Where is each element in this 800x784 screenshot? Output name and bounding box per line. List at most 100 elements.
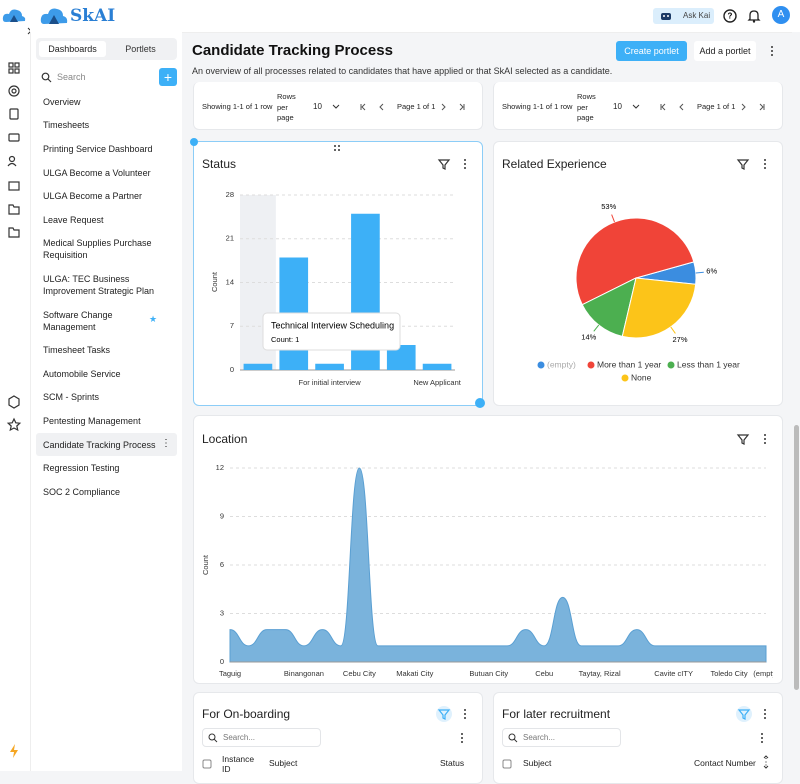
y-tick-label: 3 bbox=[220, 608, 224, 617]
row-checkbox[interactable] bbox=[202, 759, 212, 769]
drag-handle bbox=[338, 145, 340, 147]
sidebar-item[interactable]: Medical Supplies Purchase Requisition bbox=[43, 238, 152, 261]
pager-button[interactable] bbox=[741, 103, 746, 111]
rows-select[interactable]: 10 bbox=[613, 102, 622, 111]
menu-dot bbox=[764, 163, 766, 165]
item-menu[interactable]: ⋮ bbox=[161, 437, 171, 449]
row-checkbox[interactable] bbox=[502, 759, 512, 769]
sidebar-item[interactable]: Printing Service Dashboard bbox=[43, 143, 153, 154]
menu-dot bbox=[764, 442, 766, 444]
notification-icon[interactable] bbox=[746, 8, 762, 24]
sidebar-search[interactable]: Search bbox=[57, 72, 86, 82]
drag-handle bbox=[334, 149, 336, 151]
y-axis-label: Count bbox=[210, 271, 219, 292]
pager-page: Page 1 of 1 bbox=[397, 102, 436, 111]
pager-button[interactable] bbox=[459, 103, 465, 111]
sidebar-item[interactable]: ULGA Become a Volunteer bbox=[43, 167, 151, 178]
sidebar-item[interactable]: Pentesting Management bbox=[43, 415, 141, 426]
filter-icon[interactable] bbox=[736, 159, 750, 170]
chart-title: Status bbox=[202, 157, 237, 171]
menu-dot bbox=[464, 163, 466, 165]
x-tick-label: For initial interview bbox=[299, 378, 362, 387]
bar[interactable] bbox=[315, 363, 344, 370]
y-tick-label: 6 bbox=[220, 560, 224, 569]
x-tick-label: New Applicant bbox=[413, 378, 461, 387]
x-tick-label: Cebu bbox=[535, 669, 553, 678]
label-leader bbox=[611, 214, 615, 223]
menu-dot bbox=[464, 159, 466, 161]
sidebar bbox=[31, 32, 182, 771]
menu-dot bbox=[764, 167, 766, 169]
favorite-star[interactable]: ★ bbox=[149, 313, 158, 324]
menu-dot bbox=[461, 741, 463, 743]
tab[interactable]: Portlets bbox=[125, 44, 156, 54]
tab[interactable]: Dashboards bbox=[39, 41, 106, 57]
sidebar-item[interactable]: Leave Request bbox=[43, 214, 104, 225]
resize-handle[interactable] bbox=[190, 138, 198, 146]
sidebar-item[interactable]: Automobile Service bbox=[43, 368, 121, 379]
table-search[interactable]: Search... bbox=[502, 728, 621, 747]
filter-icon[interactable] bbox=[736, 434, 750, 445]
pager-rows-label: Rows per page bbox=[277, 92, 296, 122]
sidebar-item[interactable]: Overview bbox=[43, 96, 81, 107]
scroll-thumb[interactable] bbox=[794, 425, 799, 690]
sort-icon bbox=[763, 755, 769, 769]
sidebar-item[interactable]: ULGA Become a Partner bbox=[43, 191, 143, 202]
sidebar-item[interactable]: ULGA: TEC Business Improvement Strategic… bbox=[43, 273, 155, 296]
help-icon[interactable]: ? bbox=[722, 8, 738, 24]
filter-icon[interactable] bbox=[737, 709, 751, 720]
pager-button[interactable] bbox=[759, 103, 765, 111]
x-tick-label: Taytay, Rizal bbox=[579, 669, 621, 678]
add-portlet-button[interactable]: Add a portlet bbox=[694, 41, 756, 61]
pager-button[interactable] bbox=[679, 103, 684, 111]
y-tick-label: 28 bbox=[226, 190, 234, 199]
more-icon[interactable] bbox=[768, 44, 776, 58]
ask-kai-label: Ask Kai bbox=[683, 11, 711, 20]
sidebar-item[interactable]: SCM - Sprints bbox=[43, 392, 100, 403]
rows-select[interactable]: 10 bbox=[313, 102, 322, 111]
pager-button[interactable] bbox=[360, 103, 366, 111]
menu-dot bbox=[764, 159, 766, 161]
search-icon bbox=[41, 72, 52, 83]
sidebar-item[interactable]: SOC 2 Compliance bbox=[43, 486, 121, 497]
x-tick-label: (empty) bbox=[753, 669, 779, 678]
bar[interactable] bbox=[422, 363, 452, 370]
pager-button[interactable] bbox=[660, 103, 666, 111]
menu-dots[interactable]: ⋮ bbox=[762, 756, 771, 766]
legend-label[interactable]: None bbox=[631, 372, 652, 382]
filter-icon[interactable] bbox=[437, 709, 451, 720]
label-leader bbox=[695, 271, 704, 274]
x-tick-label: Cebu City bbox=[343, 669, 376, 678]
pager-button[interactable] bbox=[379, 103, 384, 111]
sidebar-item[interactable]: Timesheets bbox=[43, 120, 90, 131]
table-search[interactable]: Search... bbox=[202, 728, 321, 747]
filter-icon[interactable] bbox=[437, 159, 451, 170]
pie-slice[interactable] bbox=[575, 217, 695, 306]
page-title: Candidate Tracking Process bbox=[192, 42, 393, 59]
legend-label[interactable]: Less than 1 year bbox=[677, 359, 740, 369]
avatar[interactable]: A bbox=[772, 6, 790, 24]
sidebar-item[interactable]: Software Change Management ★ bbox=[43, 309, 158, 332]
slice-label: 27% bbox=[673, 335, 688, 344]
legend-marker bbox=[621, 374, 629, 382]
pie-slice[interactable] bbox=[621, 277, 697, 339]
add-dashboard-button[interactable]: + bbox=[159, 68, 177, 86]
pie-slice[interactable] bbox=[581, 277, 637, 338]
ask-kai-button[interactable]: Ask Kai bbox=[653, 8, 714, 24]
resize-handle[interactable] bbox=[475, 398, 485, 408]
x-tick-label: Binangonan bbox=[284, 669, 324, 678]
page-subtitle: An overview of all processes related to … bbox=[192, 66, 613, 76]
drag-handle bbox=[334, 145, 336, 147]
legend-label[interactable]: More than 1 year bbox=[597, 359, 661, 369]
sidebar-item[interactable]: Regression Testing bbox=[43, 463, 120, 474]
y-tick-label: 14 bbox=[226, 277, 234, 286]
pager-button[interactable] bbox=[441, 103, 446, 111]
logo-icon bbox=[2, 9, 26, 22]
create-portlet-button[interactable]: Create portlet bbox=[616, 41, 687, 61]
sidebar-item[interactable]: Timesheet Tasks bbox=[43, 345, 111, 356]
legend-label[interactable]: (empty) bbox=[547, 359, 576, 369]
chart-title: Related Experience bbox=[502, 157, 607, 171]
sidebar-item[interactable]: Candidate Tracking Process ⋮ bbox=[36, 432, 177, 457]
bar[interactable] bbox=[243, 363, 273, 370]
